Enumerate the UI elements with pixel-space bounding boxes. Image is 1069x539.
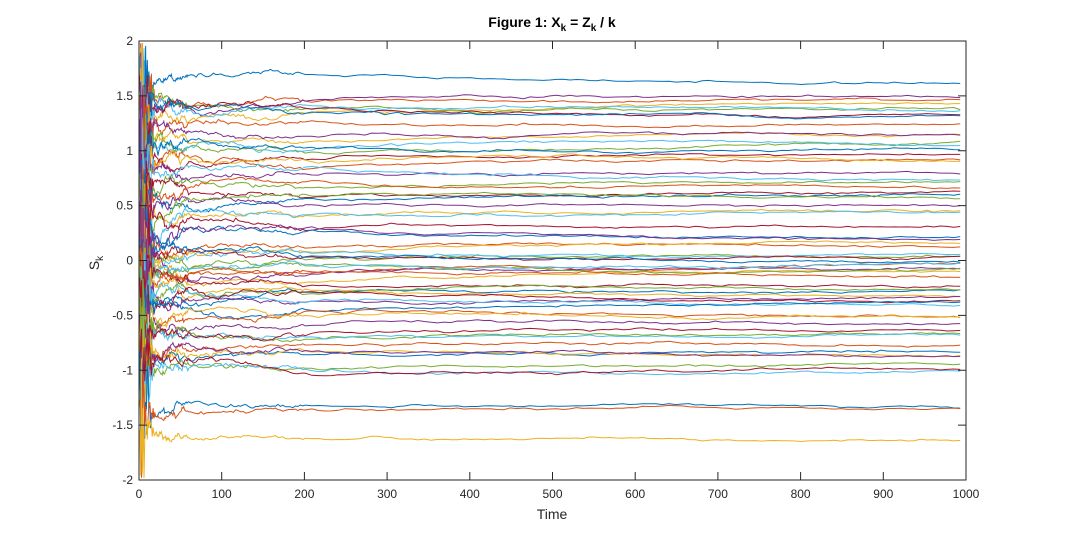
series-line — [139, 152, 961, 241]
series-line — [139, 358, 961, 478]
series-line — [139, 138, 961, 217]
series-line — [139, 59, 961, 120]
series-line — [139, 179, 961, 273]
series-line — [139, 244, 961, 348]
series-line — [139, 288, 961, 355]
series-line — [139, 247, 961, 301]
series-line — [139, 82, 961, 173]
series-line — [139, 119, 961, 203]
series-line — [139, 328, 961, 412]
x-tick-label: 1000 — [953, 487, 980, 501]
series-line — [139, 252, 961, 320]
series-line — [139, 217, 961, 302]
y-axis-label-subscript: k — [95, 255, 106, 261]
title-subscript-2: k — [591, 23, 597, 34]
chart-title: Figure 1: Xk = Zk / k — [488, 14, 616, 34]
y-tick-label: 2 — [126, 34, 133, 48]
series-line — [139, 107, 961, 171]
series-line — [139, 373, 961, 478]
y-tick-label: 1.5 — [116, 89, 133, 103]
ticks-layer — [138, 40, 967, 481]
series-line — [139, 45, 961, 152]
series-line — [139, 173, 961, 254]
y-tick-label: -2 — [122, 473, 133, 487]
x-tick-label: 500 — [542, 487, 562, 501]
series-line — [139, 119, 961, 268]
series-line — [139, 43, 961, 114]
x-tick-label: 200 — [294, 487, 314, 501]
series-line — [139, 244, 961, 355]
series-line — [139, 248, 961, 357]
series-line — [139, 175, 961, 303]
x-axis-label: Time — [537, 506, 568, 522]
y-tick-label: -0.5 — [112, 308, 133, 322]
series-line — [139, 163, 961, 284]
series-line — [139, 350, 961, 412]
series-line — [139, 173, 961, 240]
series-line — [139, 47, 961, 148]
y-tick-label: -1 — [122, 363, 133, 377]
tick-labels-layer: 0 100 200 300 400 500 600 700 800 900 1000 -2 -1.5 -1… — [112, 34, 979, 501]
series-line — [139, 86, 961, 212]
x-tick-label: 900 — [873, 487, 893, 501]
y-axis-label: Sk — [86, 255, 106, 270]
x-tick-label: 600 — [625, 487, 645, 501]
series-line — [139, 351, 961, 441]
series-line — [139, 312, 961, 368]
x-tick-label: 800 — [791, 487, 811, 501]
series-line — [139, 293, 961, 344]
y-tick-label: 0 — [126, 254, 133, 268]
x-tick-label: 100 — [212, 487, 232, 501]
series-line — [139, 143, 961, 197]
title-subscript-1: k — [561, 23, 567, 34]
series-line — [139, 75, 961, 152]
series-line — [139, 234, 961, 294]
series-layer — [139, 43, 961, 478]
series-line — [139, 101, 961, 186]
x-tick-label: 700 — [708, 487, 728, 501]
series-line — [139, 163, 961, 284]
series-line — [139, 81, 961, 208]
series-line — [139, 260, 961, 345]
series-line — [139, 204, 961, 302]
series-line — [139, 68, 961, 198]
y-tick-label: -1.5 — [112, 418, 133, 432]
y-tick-label: 1 — [126, 144, 133, 158]
y-tick-label: 0.5 — [116, 199, 133, 213]
x-tick-label: 0 — [136, 487, 143, 501]
series-line — [139, 127, 961, 232]
x-tick-label: 300 — [377, 487, 397, 501]
series-line — [139, 278, 961, 365]
series-line — [139, 341, 961, 423]
x-tick-label: 400 — [460, 487, 480, 501]
series-line — [139, 279, 961, 368]
series-line — [139, 291, 961, 392]
